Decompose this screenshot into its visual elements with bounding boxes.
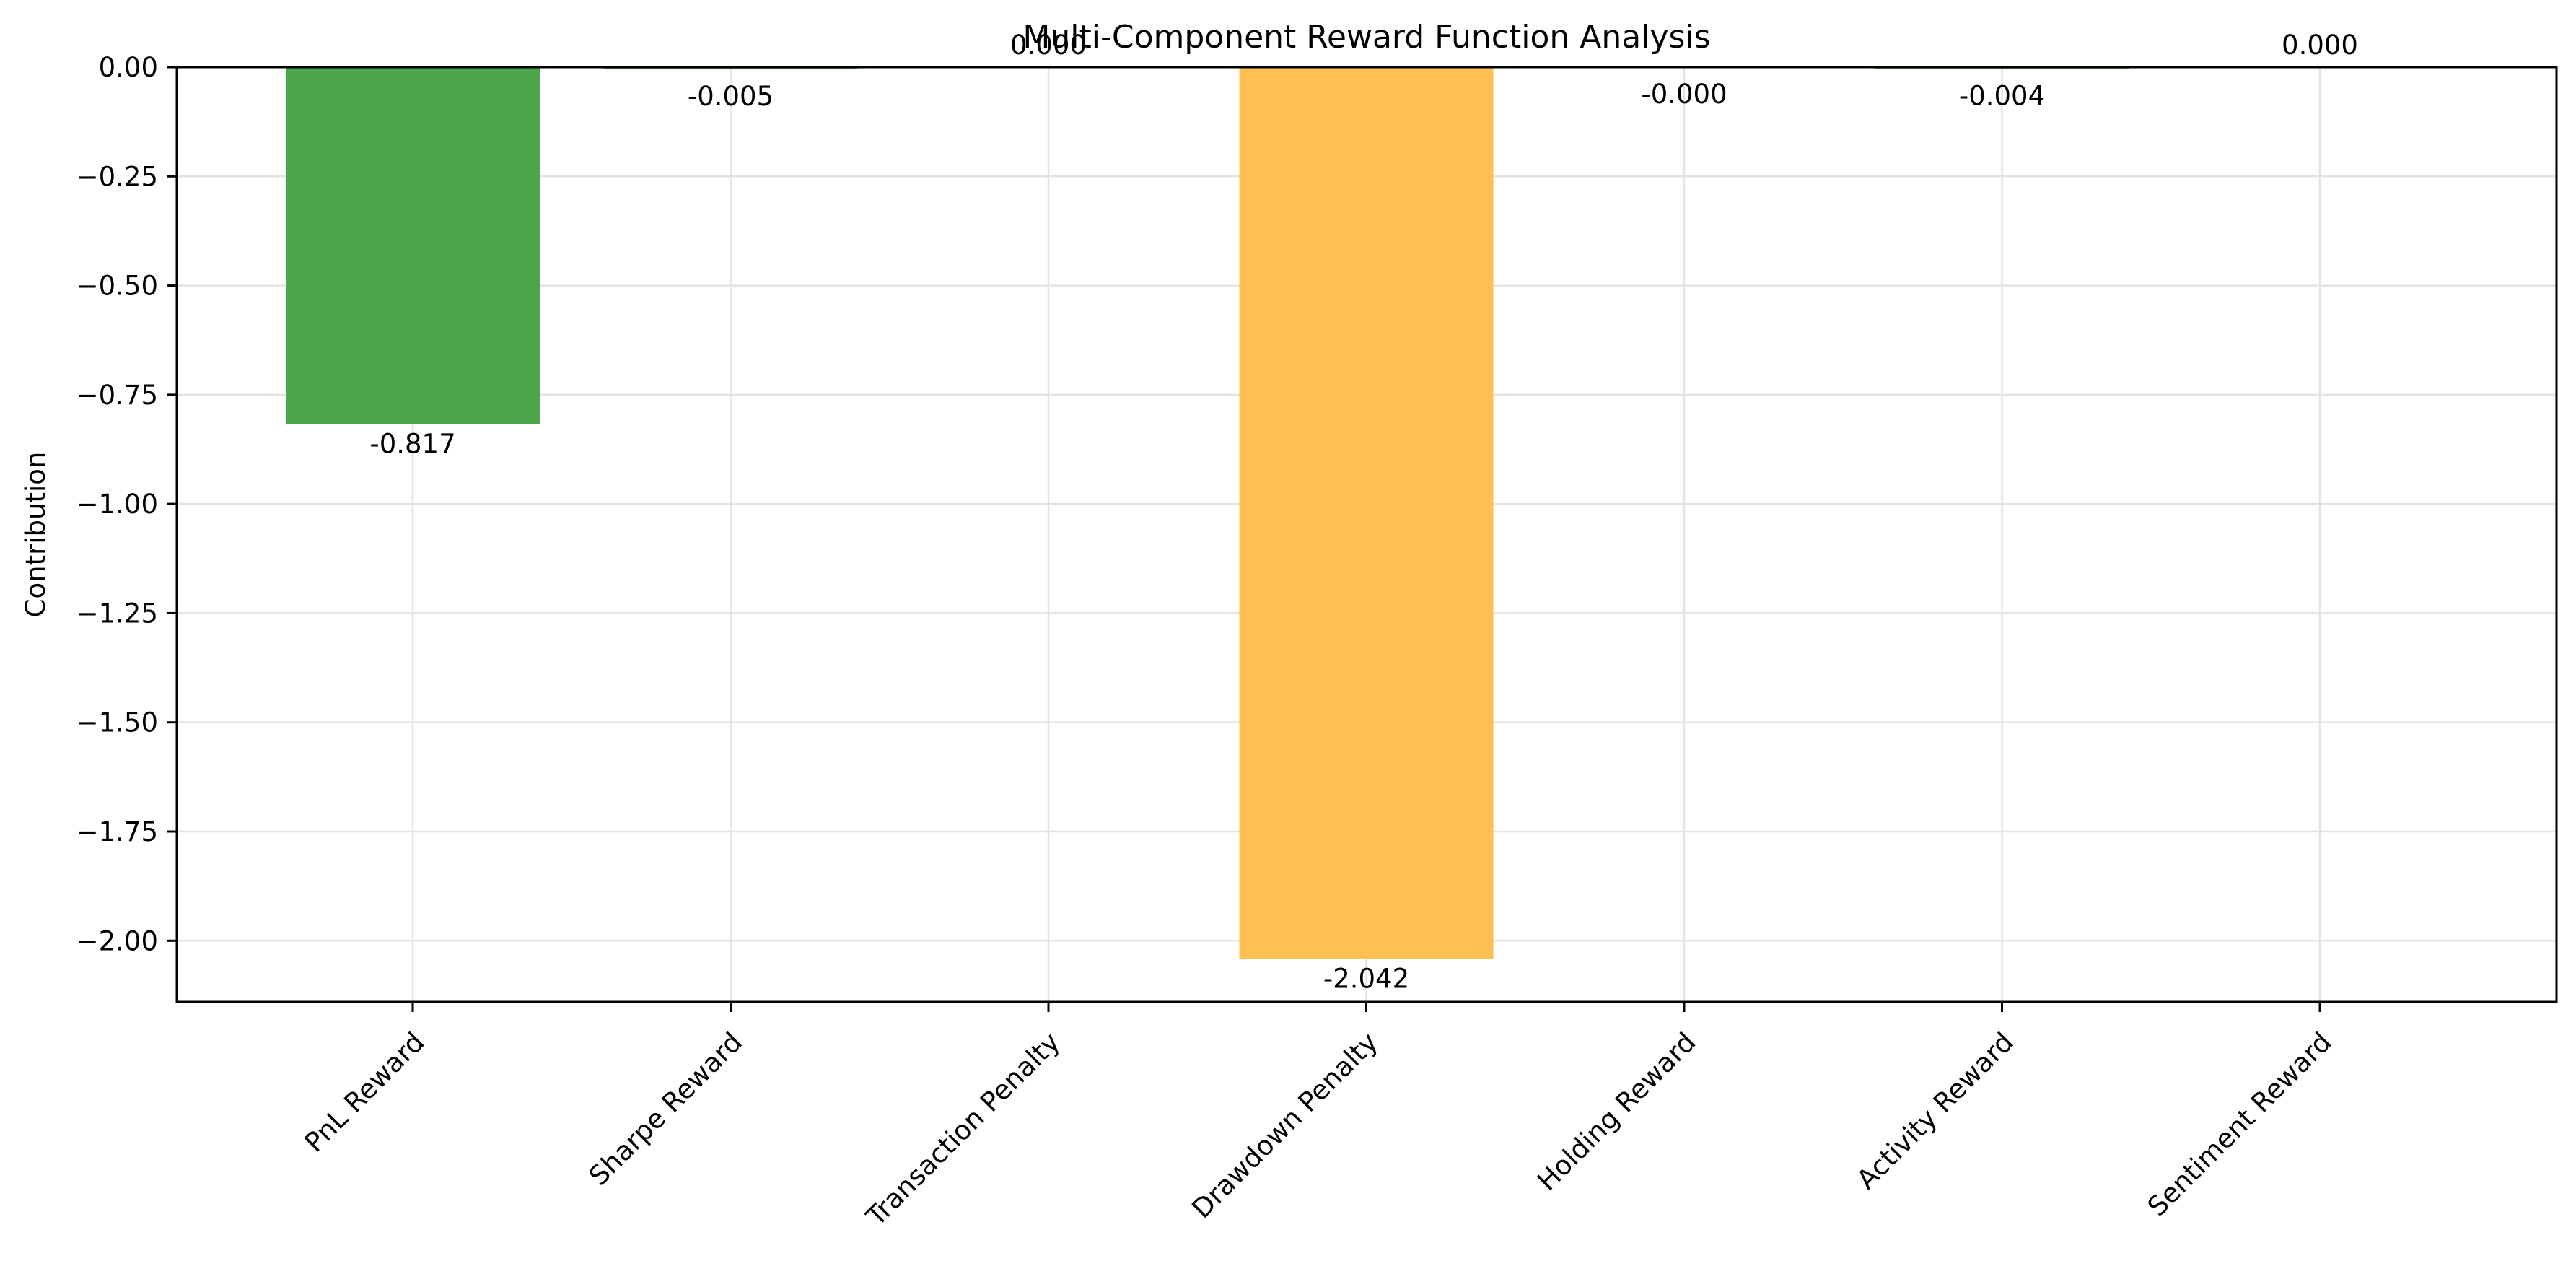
data-labels: -0.817 -0.005 0.000 -2.042 -0.000 -0.004 0.000 (369, 30, 2358, 995)
chart-title: Multi-Component Reward Function Analysis (1022, 19, 1710, 56)
bar-value-label: -0.000 (1641, 79, 1727, 110)
bar-value-label: 0.000 (1010, 30, 1087, 61)
bar-value-label: -0.004 (1959, 80, 2045, 111)
bar-value-label: -0.817 (369, 428, 455, 459)
y-tick-label: −0.25 (76, 161, 158, 192)
y-tick-label: −0.75 (76, 380, 158, 411)
y-tick-label: −1.75 (76, 816, 158, 847)
y-tick-label: 0.00 (99, 52, 158, 83)
y-axis: 0.00 −0.25 −0.50 −0.75 −1.00 −1.25 −1.50 −1.75 −… (76, 52, 177, 956)
y-tick-label: −1.50 (76, 707, 158, 738)
bar-value-label: -2.042 (1323, 964, 1409, 995)
y-tick-label: −0.50 (76, 271, 158, 302)
y-tick-label: −2.00 (76, 925, 158, 956)
bar (1239, 67, 1494, 959)
y-tick-label: −1.25 (76, 598, 158, 629)
bar-value-label: 0.000 (2282, 30, 2358, 61)
y-tick-label: −1.00 (76, 489, 158, 520)
y-axis-label: Contribution (20, 452, 51, 618)
bar-value-label: -0.005 (688, 81, 774, 112)
bars-group (286, 67, 2129, 959)
bar (603, 67, 858, 70)
bar (286, 67, 540, 424)
